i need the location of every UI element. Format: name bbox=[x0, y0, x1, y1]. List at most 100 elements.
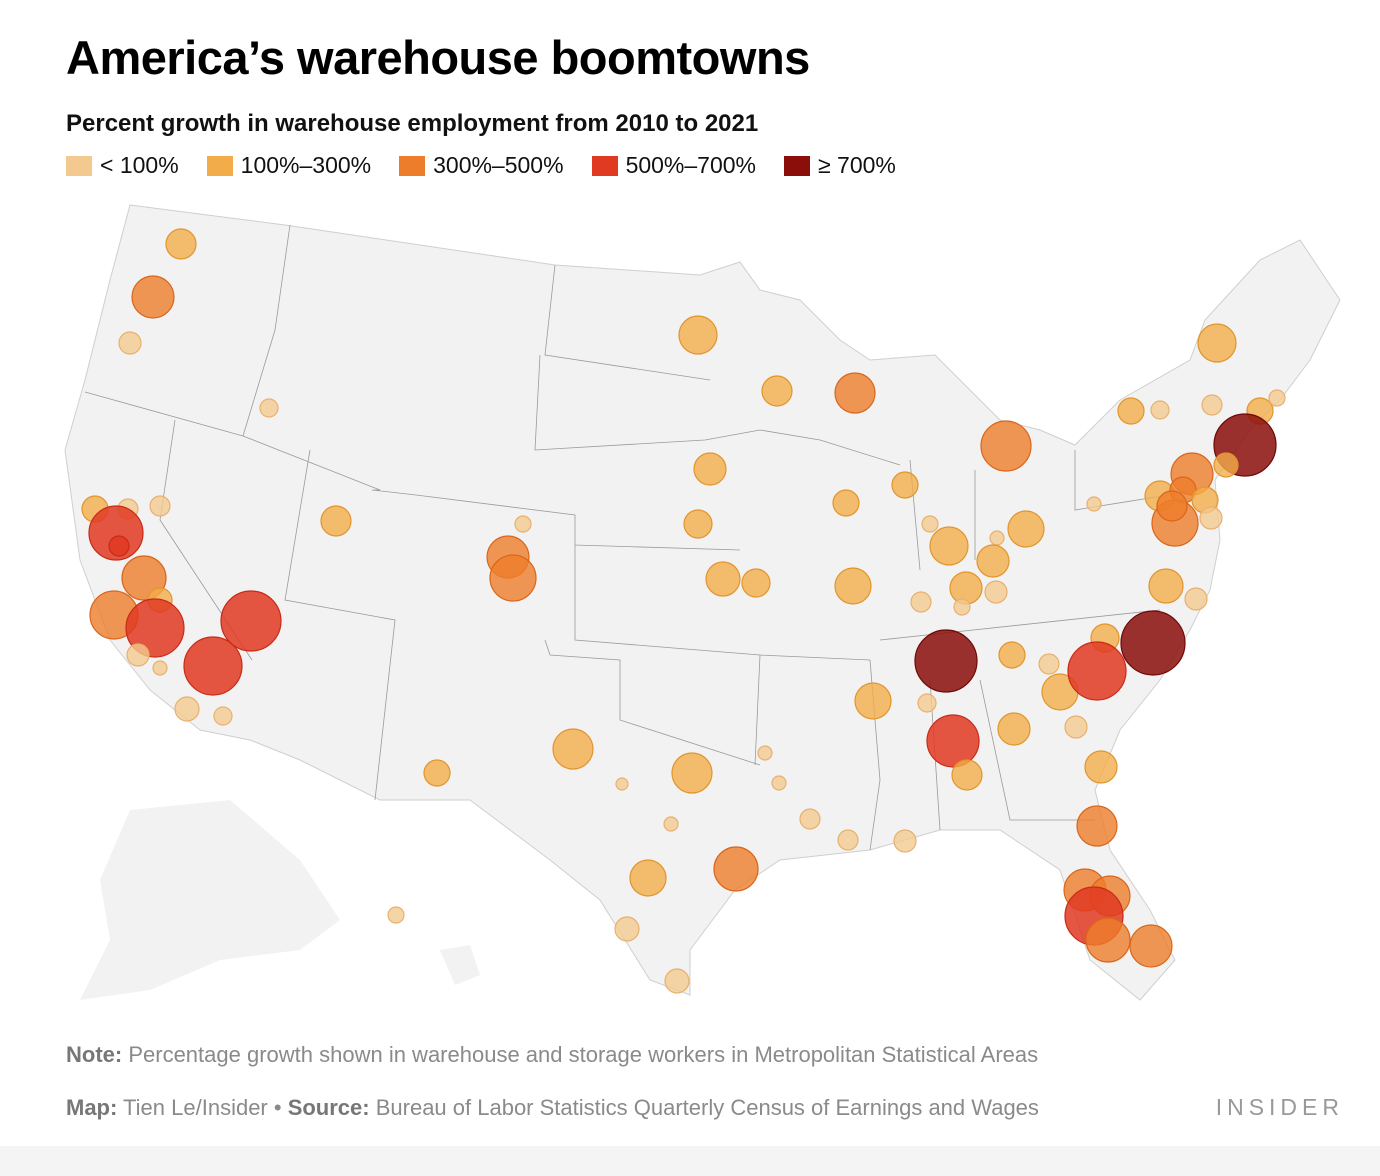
legend-item: < 100% bbox=[66, 152, 179, 179]
city-bubble bbox=[671, 752, 713, 794]
city-bubble bbox=[514, 515, 532, 533]
city-bubble bbox=[1184, 587, 1208, 611]
legend-label: 300%–500% bbox=[433, 152, 564, 178]
city-bubble bbox=[914, 629, 978, 693]
city-bubble bbox=[893, 829, 917, 853]
city-bubble bbox=[997, 712, 1031, 746]
city-bubble bbox=[174, 696, 200, 722]
city-bubble bbox=[917, 693, 937, 713]
city-bubble bbox=[1007, 510, 1045, 548]
source-label: Source: bbox=[287, 1095, 370, 1120]
city-bubble bbox=[1084, 750, 1118, 784]
legend-item: 300%–500% bbox=[399, 152, 564, 179]
source-text: Bureau of Labor Statistics Quarterly Cen… bbox=[369, 1095, 1039, 1120]
chart-title: America’s warehouse boomtowns bbox=[66, 31, 810, 84]
city-bubble bbox=[832, 489, 860, 517]
legend-swatch bbox=[206, 155, 233, 176]
city-bubble bbox=[926, 714, 980, 768]
city-bubble bbox=[799, 808, 821, 830]
legend-label: ≥ 700% bbox=[818, 152, 896, 178]
city-bubble bbox=[1076, 805, 1118, 847]
city-bubble bbox=[1150, 400, 1170, 420]
map-label: Map: bbox=[66, 1095, 118, 1120]
city-bubble bbox=[998, 641, 1026, 669]
note-text: Percentage growth shown in warehouse and… bbox=[122, 1042, 1039, 1067]
city-bubble bbox=[108, 535, 130, 557]
city-bubble bbox=[984, 580, 1008, 604]
city-bubble bbox=[149, 495, 171, 517]
city-bubble bbox=[423, 759, 451, 787]
us-map bbox=[64, 204, 1341, 1001]
city-bubble bbox=[771, 775, 787, 791]
city-bubble bbox=[131, 275, 175, 319]
legend-swatch bbox=[784, 155, 811, 176]
city-bubble bbox=[1064, 715, 1088, 739]
city-bubble bbox=[1086, 496, 1102, 512]
legend-item: ≥ 700% bbox=[784, 152, 896, 179]
city-bubble bbox=[834, 567, 872, 605]
city-bubble bbox=[741, 568, 771, 598]
city-bubble bbox=[980, 420, 1032, 472]
city-bubble bbox=[891, 471, 919, 499]
city-bubble bbox=[615, 777, 629, 791]
city-bubble bbox=[929, 526, 969, 566]
city-bubble bbox=[1268, 389, 1286, 407]
city-bubble bbox=[664, 968, 690, 994]
city-bubble bbox=[949, 571, 983, 605]
city-bubble bbox=[320, 505, 352, 537]
city-bubble bbox=[761, 375, 793, 407]
city-bubble bbox=[220, 590, 282, 652]
city-bubble bbox=[259, 398, 279, 418]
note-label: Note: bbox=[66, 1042, 123, 1067]
city-bubble bbox=[1120, 610, 1186, 676]
city-bubble bbox=[213, 706, 233, 726]
city-bubble bbox=[1148, 568, 1184, 604]
city-bubble bbox=[854, 682, 892, 720]
city-bubble bbox=[1199, 506, 1223, 530]
city-bubble bbox=[663, 816, 679, 832]
city-bubble bbox=[713, 846, 759, 892]
city-bubble bbox=[489, 554, 537, 602]
chart-subtitle: Percent growth in warehouse employment f… bbox=[66, 110, 759, 137]
hawaii-land bbox=[440, 945, 480, 985]
city-bubble bbox=[951, 759, 983, 791]
legend: < 100% 100%–300% 300%–500% 500%–700% ≥ 7… bbox=[66, 152, 896, 179]
city-bubble bbox=[1197, 323, 1237, 363]
city-bubble bbox=[118, 331, 142, 355]
city-bubble bbox=[837, 829, 859, 851]
credit: Map: Tien Le/Insider • Source: Bureau of… bbox=[66, 1095, 1039, 1121]
legend-swatch bbox=[591, 155, 618, 176]
city-bubble bbox=[705, 561, 741, 597]
city-bubble bbox=[165, 228, 197, 260]
city-bubble bbox=[614, 916, 640, 942]
city-bubble bbox=[1117, 397, 1145, 425]
legend-label: < 100% bbox=[100, 152, 179, 178]
city-bubble bbox=[1085, 917, 1131, 963]
legend-swatch bbox=[399, 155, 426, 176]
city-bubble bbox=[1213, 452, 1239, 478]
city-bubble bbox=[953, 598, 971, 616]
insider-logo: INSIDER bbox=[1215, 1094, 1344, 1120]
city-bubble bbox=[910, 591, 932, 613]
city-bubble bbox=[126, 643, 150, 667]
city-bubble bbox=[693, 452, 727, 486]
legend-label: 500%–700% bbox=[625, 152, 757, 178]
note: Note: Percentage growth shown in warehou… bbox=[66, 1042, 1038, 1068]
map-text: Tien Le/Insider • bbox=[117, 1095, 288, 1120]
city-bubble bbox=[757, 745, 773, 761]
city-bubble bbox=[678, 315, 718, 355]
city-bubble bbox=[1201, 394, 1223, 416]
city-bubble bbox=[989, 530, 1005, 546]
city-bubble bbox=[152, 660, 168, 676]
city-bubble bbox=[1038, 653, 1060, 675]
city-bubble bbox=[683, 509, 713, 539]
city-bubble bbox=[387, 906, 405, 924]
city-bubble bbox=[1129, 924, 1173, 968]
legend-item: 500%–700% bbox=[591, 152, 757, 179]
city-bubble bbox=[183, 636, 243, 696]
alaska-land bbox=[80, 800, 340, 1000]
legend-swatch bbox=[66, 155, 92, 176]
city-bubble bbox=[976, 544, 1010, 578]
city-bubble bbox=[921, 515, 939, 533]
bottom-bar bbox=[0, 1146, 1380, 1176]
